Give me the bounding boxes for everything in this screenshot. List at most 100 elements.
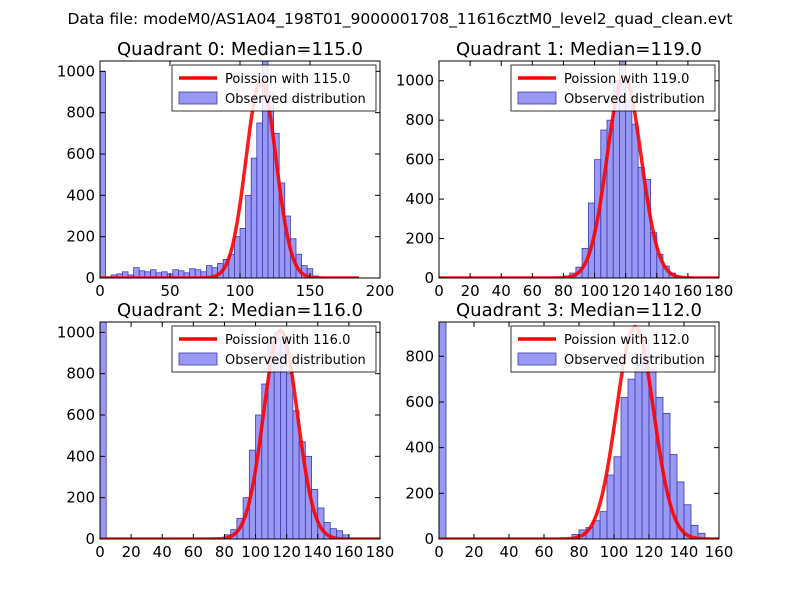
x-tick-label: 0 <box>434 282 444 300</box>
legend-line-label: Poission with 112.0 <box>564 333 689 348</box>
poisson-curve <box>439 75 719 278</box>
x-tick-label: 140 <box>303 543 332 561</box>
x-tick-label: 120 <box>611 282 640 300</box>
panel-title: Quadrant 1: Median=119.0 <box>456 39 702 60</box>
x-tick-label: 160 <box>705 543 734 561</box>
legend-bar-swatch <box>178 91 218 105</box>
x-tick-label: 40 <box>153 543 172 561</box>
y-tick-label: 600 <box>405 393 434 411</box>
histogram-bar <box>625 100 633 278</box>
x-tick-label: 60 <box>534 543 553 561</box>
histogram-bar <box>606 474 615 539</box>
histogram-bar <box>245 194 252 278</box>
histogram-bar <box>690 524 699 539</box>
y-tick-label: 600 <box>66 406 95 424</box>
quadrant-1-panel: 0 20 40 60 80 100 120 140 160 180 0 200 400 600 800 100… <box>396 39 734 300</box>
legend: Poission with 115.0 Observed distribution <box>171 64 377 112</box>
legend-bar-label: Observed distribution <box>564 353 705 368</box>
legend-bar-label: Observed distribution <box>225 92 366 107</box>
y-tick-label: 200 <box>66 228 95 246</box>
x-tick-label: 0 <box>434 543 444 561</box>
histogram-bar <box>256 122 263 278</box>
x-tick-label: 140 <box>670 543 699 561</box>
legend-bar-swatch <box>178 352 218 366</box>
histogram-bar <box>631 123 639 278</box>
y-tick-label: 400 <box>66 447 95 465</box>
y-tick-label: 0 <box>424 269 434 287</box>
x-tick-label: 120 <box>272 543 301 561</box>
x-tick-label: 0 <box>95 543 105 561</box>
y-tick-label: 0 <box>424 530 434 548</box>
x-tick-label: 100 <box>226 282 255 300</box>
histogram-bar <box>634 364 643 539</box>
x-tick-label: 100 <box>580 282 609 300</box>
x-tick-label: 60 <box>184 543 203 561</box>
x-tick-label: 20 <box>464 543 483 561</box>
panel-title: Quadrant 2: Median=116.0 <box>117 300 363 321</box>
axes-frame <box>99 321 381 540</box>
histogram-bar <box>683 504 692 539</box>
y-tick-label: 200 <box>405 230 434 248</box>
histogram-bar <box>233 236 241 278</box>
legend: Poission with 112.0 Observed distribution <box>510 325 716 373</box>
x-tick-label: 200 <box>366 282 395 300</box>
histogram-bar <box>286 373 294 539</box>
panel-title: Quadrant 0: Median=115.0 <box>117 39 363 60</box>
x-tick-label: 100 <box>600 543 629 561</box>
y-tick-label: 400 <box>66 186 95 204</box>
histogram-bar <box>697 532 706 539</box>
legend-line-label: Poission with 115.0 <box>225 72 350 87</box>
legend-line-label: Poission with 116.0 <box>225 333 350 348</box>
quadrant-0-panel: 0 50 100 150 200 0 200 400 600 800 1000 Quadrant 0:… <box>57 39 395 300</box>
x-tick-label: 20 <box>461 282 480 300</box>
histogram-bar <box>613 456 622 539</box>
histogram-bars <box>439 322 706 539</box>
x-tick-label: 100 <box>241 543 270 561</box>
histogram-bar <box>627 378 636 539</box>
y-tick-label: 0 <box>85 530 95 548</box>
x-tick-label: 80 <box>554 282 573 300</box>
legend-bar-label: Observed distribution <box>564 92 705 107</box>
panel-title: Quadrant 3: Median=112.0 <box>456 300 702 321</box>
y-tick-label: 200 <box>66 489 95 507</box>
histogram-bar <box>439 322 447 539</box>
legend: Poission with 119.0 Observed distribution <box>510 64 716 112</box>
x-tick-label: 80 <box>215 543 234 561</box>
x-tick-label: 160 <box>335 543 364 561</box>
x-tick-label: 180 <box>366 543 395 561</box>
legend: Poission with 116.0 Observed distribution <box>171 325 377 373</box>
y-tick-label: 800 <box>405 111 434 129</box>
y-tick-label: 800 <box>405 347 434 365</box>
x-tick-label: 40 <box>499 543 518 561</box>
y-tick-label: 800 <box>66 104 95 122</box>
y-tick-label: 600 <box>66 145 95 163</box>
histogram-bar <box>620 396 629 539</box>
histogram-bar <box>239 227 246 278</box>
x-tick-label: 60 <box>523 282 542 300</box>
y-tick-label: 400 <box>405 190 434 208</box>
legend-bar-swatch <box>517 91 557 105</box>
histogram-bar <box>599 511 608 539</box>
x-tick-label: 80 <box>569 543 588 561</box>
histogram-bar <box>100 322 107 539</box>
figure-suptitle: Data file: modeM0/AS1A04_198T01_90000017… <box>67 10 732 29</box>
x-tick-label: 40 <box>492 282 511 300</box>
histogram-bar <box>250 157 258 278</box>
y-tick-label: 1000 <box>57 323 95 341</box>
histogram-bar <box>100 70 106 278</box>
x-tick-label: 150 <box>296 282 325 300</box>
poisson-curve <box>100 328 380 539</box>
y-tick-label: 800 <box>66 365 95 383</box>
x-tick-label: 180 <box>705 282 734 300</box>
legend-line-label: Poission with 119.0 <box>564 72 689 87</box>
x-tick-label: 0 <box>95 282 105 300</box>
y-tick-label: 200 <box>405 484 434 502</box>
quadrant-2-panel: 0 20 40 60 80 100 120 140 160 180 0 200 400 600 800 100… <box>57 300 395 561</box>
y-tick-label: 0 <box>85 269 95 287</box>
x-tick-label: 140 <box>642 282 671 300</box>
y-tick-label: 400 <box>405 439 434 457</box>
x-tick-label: 120 <box>635 543 664 561</box>
quadrant-3-panel: 0 20 40 60 80 100 120 140 160 0 200 400 600 800 Quadra… <box>405 300 733 561</box>
